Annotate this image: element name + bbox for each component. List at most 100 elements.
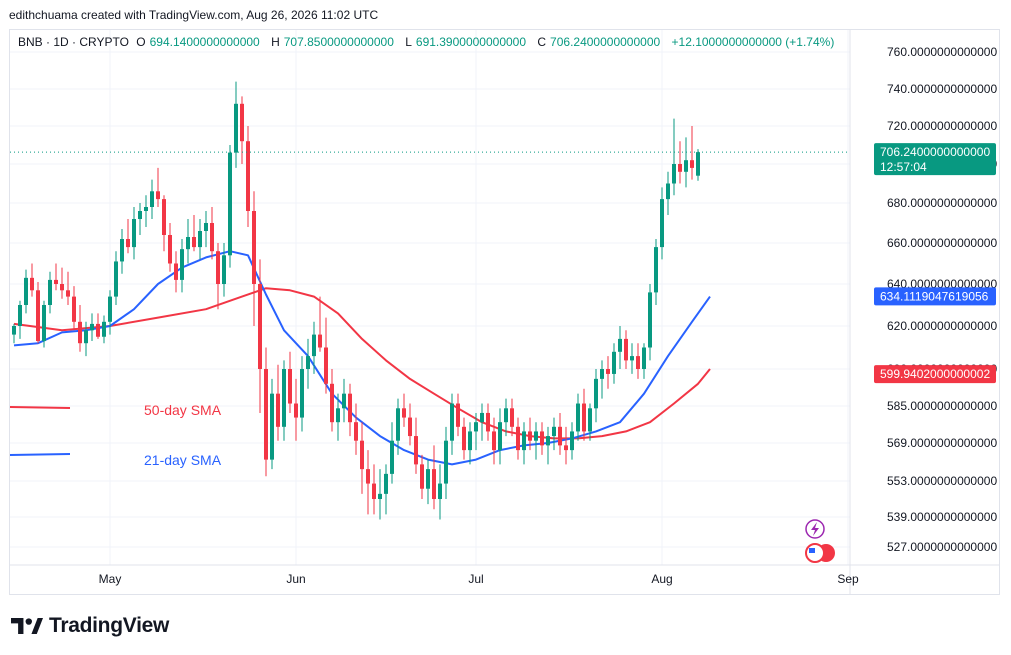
candle-body[interactable] [96,323,100,337]
candle-body[interactable] [612,351,616,374]
candle-body[interactable] [408,417,412,437]
candle-body[interactable] [558,426,562,446]
candle-body[interactable] [660,199,664,248]
candle-body[interactable] [132,219,136,248]
candle-body[interactable] [192,237,196,248]
candle-body[interactable] [384,473,388,494]
candle-body[interactable] [366,469,370,484]
candle-body[interactable] [294,403,298,418]
candle-body[interactable] [402,408,406,418]
candle-body[interactable] [108,296,112,322]
candle-body[interactable] [618,338,622,352]
candle-body[interactable] [234,103,238,153]
candle-body[interactable] [60,284,64,291]
candle-body[interactable] [438,483,442,499]
candle-body[interactable] [90,323,94,331]
candle-body[interactable] [588,408,592,432]
candle-body[interactable] [540,431,544,446]
candle-body[interactable] [114,261,118,297]
candle-body[interactable] [72,296,76,322]
candle-body[interactable] [498,422,502,451]
candle-body[interactable] [180,249,184,280]
candle-body[interactable] [336,408,340,423]
candle-body[interactable] [282,369,286,427]
candle-body[interactable] [492,431,496,451]
candle-body[interactable] [528,431,532,441]
candle-body[interactable] [654,247,658,293]
candle-body[interactable] [666,183,670,200]
candle-body[interactable] [678,164,682,172]
candle-body[interactable] [546,436,550,446]
candle-body[interactable] [204,223,208,231]
candle-body[interactable] [690,160,694,168]
tradingview-brand[interactable]: TradingView [11,612,169,640]
candle-body[interactable] [462,426,466,451]
candle-body[interactable] [210,223,214,252]
candle-body[interactable] [624,338,628,361]
candle-body[interactable] [78,321,82,344]
candle-body[interactable] [324,347,328,384]
candle-body[interactable] [150,191,154,207]
candle-body[interactable] [174,263,178,280]
candle-body[interactable] [186,237,190,250]
candle-body[interactable] [396,408,400,441]
candle-body[interactable] [54,279,58,284]
candle-body[interactable] [648,292,652,348]
candle-body[interactable] [372,483,376,499]
candle-body[interactable] [84,330,88,344]
candle-body[interactable] [348,393,352,423]
candle-body[interactable] [672,164,676,184]
candle-body[interactable] [564,445,568,451]
candle-body[interactable] [306,356,310,369]
candle-body[interactable] [552,426,556,437]
candle-body[interactable] [636,356,640,369]
candle-body[interactable] [168,235,172,264]
candle-body[interactable] [240,103,244,142]
candle-body[interactable] [504,408,508,423]
candle-body[interactable] [36,290,40,342]
candle-body[interactable] [696,152,700,176]
candle-body[interactable] [264,369,268,460]
candle-body[interactable] [534,431,538,441]
candle-body[interactable] [444,440,448,484]
candle-body[interactable] [468,431,472,451]
candle-body[interactable] [18,305,22,326]
candle-body[interactable] [198,231,202,248]
candle-body[interactable] [594,378,598,409]
candle-body[interactable] [48,279,52,305]
candle-body[interactable] [432,469,436,499]
candle-body[interactable] [522,431,526,451]
candle-body[interactable] [102,321,106,337]
candle-body[interactable] [516,426,520,451]
candle-body[interactable] [390,440,394,474]
candle-body[interactable] [216,251,220,284]
candle-body[interactable] [342,393,346,409]
candle-body[interactable] [456,403,460,427]
candle-body[interactable] [576,403,580,432]
candle-body[interactable] [138,211,142,219]
candle-body[interactable] [270,393,274,460]
candle-body[interactable] [258,284,262,369]
candle-body[interactable] [570,431,574,451]
candle-body[interactable] [426,469,430,489]
candle-body[interactable] [420,464,424,489]
candle-body[interactable] [480,412,484,423]
candle-body[interactable] [450,403,454,441]
candle-body[interactable] [582,403,586,432]
candle-body[interactable] [42,305,46,342]
candle-body[interactable] [156,191,160,200]
candle-body[interactable] [318,334,322,348]
candle-body[interactable] [330,383,334,423]
candle-body[interactable] [228,152,232,256]
candle-body[interactable] [30,277,34,291]
candle-body[interactable] [66,290,70,297]
candle-body[interactable] [510,408,514,427]
candle-body[interactable] [360,440,364,470]
candle-body[interactable] [120,239,124,262]
candle-body[interactable] [222,255,226,284]
candle-body[interactable] [642,347,646,370]
candle-body[interactable] [414,436,418,465]
candle-body[interactable] [24,277,28,305]
candle-body[interactable] [288,369,292,404]
